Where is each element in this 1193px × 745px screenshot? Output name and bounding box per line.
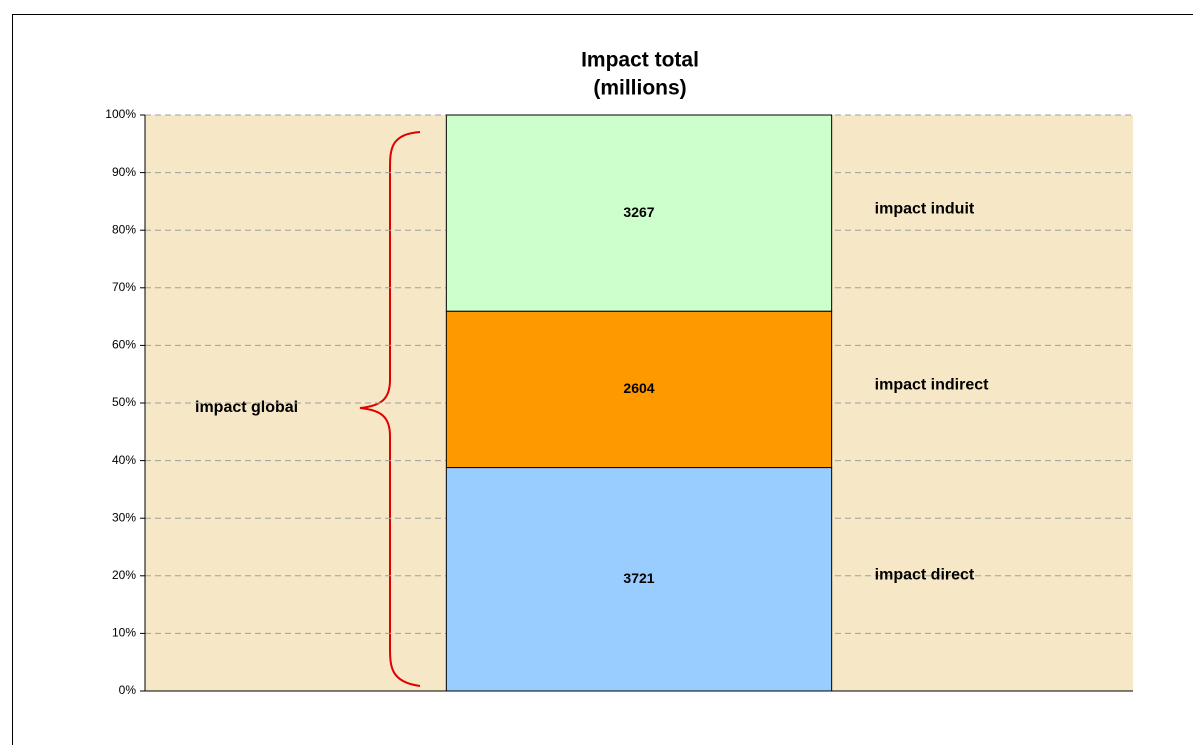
y-tick-label: 20%	[112, 568, 136, 582]
y-tick-label: 30%	[112, 510, 136, 524]
y-tick-label: 100%	[105, 107, 136, 121]
series-label: impact induit	[875, 200, 975, 217]
chart-subtitle: (millions)	[593, 77, 686, 100]
bar-segment	[445, 310, 833, 469]
chart-title: Impact total	[581, 49, 699, 72]
bar-segment	[445, 114, 833, 312]
brace	[359, 131, 421, 687]
y-tick-label: 90%	[112, 165, 136, 179]
value-label: 3267	[623, 204, 654, 220]
y-tick-label: 10%	[112, 626, 136, 640]
annotation: impact global	[195, 399, 298, 416]
value-label: 2604	[623, 380, 654, 396]
bar-segment	[445, 467, 833, 692]
series-label: impact indirect	[875, 377, 989, 394]
y-tick-label: 40%	[112, 453, 136, 467]
y-tick-label: 0%	[119, 683, 137, 697]
value-label: 3721	[623, 570, 654, 586]
y-tick-label: 60%	[112, 338, 136, 352]
y-tick-label: 50%	[112, 395, 136, 409]
y-tick-label: 70%	[112, 280, 136, 294]
series-label: impact direct	[875, 566, 975, 583]
y-tick-label: 80%	[112, 222, 136, 236]
